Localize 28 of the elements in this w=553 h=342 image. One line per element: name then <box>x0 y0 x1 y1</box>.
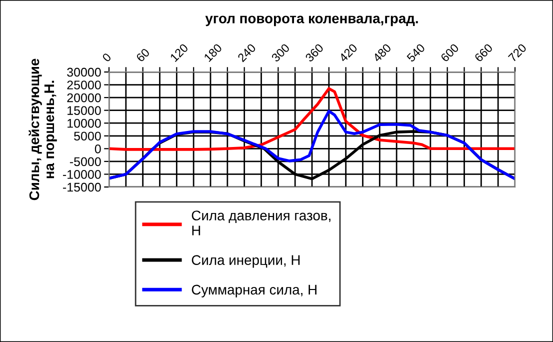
y-axis-title: Силы, действующие на поршень,Н. <box>28 58 57 200</box>
x-tick-label: 720 <box>508 43 527 62</box>
y-tick-label: 30000 <box>67 68 101 77</box>
y-tick-label: 5000 <box>74 132 101 141</box>
x-tick-label: 360 <box>304 43 324 62</box>
y-tick-label: 20000 <box>67 93 101 102</box>
x-tick-label: 600 <box>440 43 460 62</box>
x-tick-label: 480 <box>372 43 392 63</box>
x-tick-label: 240 <box>237 43 256 62</box>
x-tick-label: 0 <box>102 52 112 62</box>
x-tick-label: 540 <box>406 43 426 62</box>
y-tick-label: -10000 <box>63 170 101 179</box>
y-tick-label: -5000 <box>70 157 101 166</box>
y-tick-label: 15000 <box>68 106 101 115</box>
legend-label: Сила давления газов, Н <box>192 210 330 236</box>
legend-label: Сила инерции, Н <box>192 255 300 268</box>
y-tick-label: 25000 <box>67 80 101 90</box>
x-axis-title: угол поворота коленвала,град. <box>205 16 418 26</box>
x-tick-label: 60 <box>136 48 150 62</box>
x-tick-label: 660 <box>474 43 494 62</box>
y-tick-label: -15000 <box>63 182 101 192</box>
x-tick-label: 120 <box>170 43 189 62</box>
y-tick-label: 0 <box>94 144 101 154</box>
legend-label: Суммарная сила, Н <box>192 284 316 298</box>
x-tick-label: 300 <box>270 43 290 62</box>
x-tick-label: 420 <box>338 43 358 63</box>
x-tick-label: 180 <box>204 43 222 62</box>
y-tick-label: 10000 <box>68 118 101 128</box>
